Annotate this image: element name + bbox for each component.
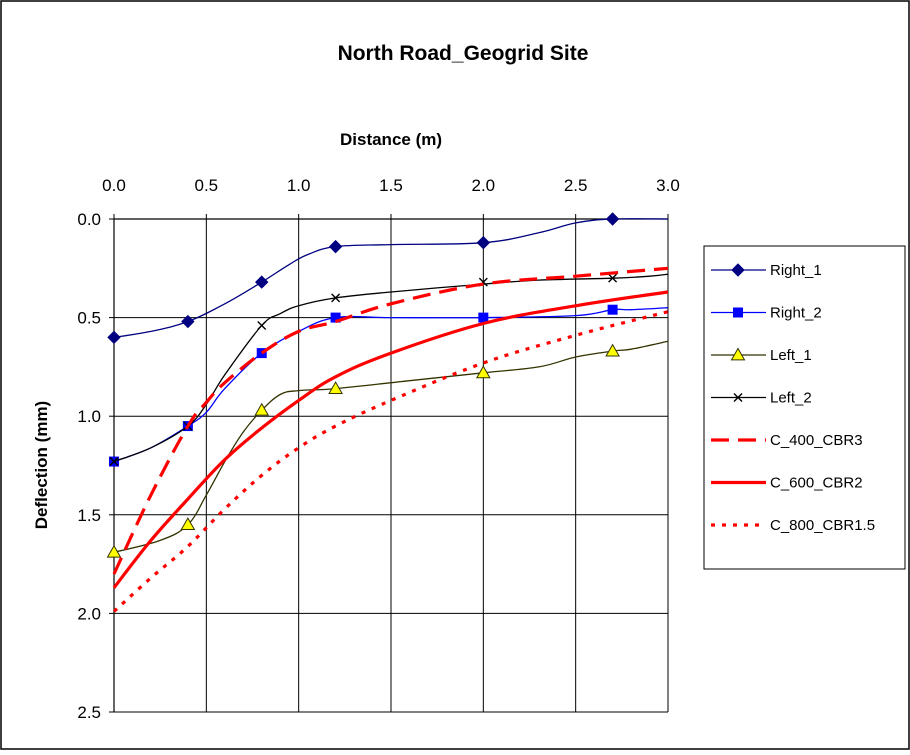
diamond-marker — [107, 330, 121, 345]
diamond-shape — [107, 330, 121, 345]
triangle-marker — [475, 365, 491, 379]
triangle-shape — [475, 365, 491, 379]
grid — [114, 219, 669, 713]
legend-entry: C_600_CBR2 — [711, 475, 863, 492]
triangle-shape — [328, 381, 343, 394]
y-tick-label: 1.0 — [77, 407, 101, 426]
chart-title: North Road_Geogrid Site — [338, 42, 589, 65]
diamond-shape — [731, 263, 745, 277]
square-marker — [256, 348, 267, 359]
diamond-marker — [605, 212, 620, 226]
series-c-400-cbr3 — [112, 266, 669, 575]
legend-box — [703, 245, 906, 570]
x-tick-label: 1.5 — [379, 176, 403, 195]
x-tick-label: 0.0 — [102, 176, 126, 195]
diamond-shape — [255, 275, 269, 289]
triangle-shape — [106, 544, 122, 558]
legend-label: Right_2 — [770, 305, 822, 322]
series-right-1 — [107, 212, 669, 345]
legend: Right_1 Right_2 Left_1 Left_2 C_400_CBR3 C_60… — [703, 245, 906, 570]
legend-label: C_800_CBR1.5 — [770, 517, 875, 534]
y-tick-label: 2.5 — [77, 703, 101, 722]
series-c-600-cbr2 — [112, 290, 669, 589]
triangle-marker — [730, 347, 746, 361]
triangle-marker — [328, 381, 343, 394]
diamond-shape — [605, 212, 620, 226]
series-line-left-1 — [113, 340, 669, 553]
legend-entry: Right_1 — [711, 262, 822, 279]
diamond-marker — [255, 275, 269, 289]
x-marker — [257, 320, 267, 330]
y-tick-label: 1.5 — [77, 506, 101, 525]
diamond-shape — [328, 239, 343, 254]
legend-entry: Right_2 — [711, 305, 822, 322]
triangle-marker — [180, 517, 196, 531]
series-left-1 — [106, 340, 669, 558]
x-tick-label: 2.5 — [564, 176, 588, 195]
legend-entry: Left_2 — [711, 390, 812, 407]
legend-entry: Left_1 — [711, 347, 812, 364]
diamond-marker — [731, 263, 745, 277]
y-tick-label: 0.5 — [77, 309, 101, 328]
series-line-left-2 — [113, 273, 669, 463]
square-marker — [733, 307, 743, 318]
triangle-marker — [106, 544, 122, 558]
square-shape — [607, 304, 618, 315]
triangle-shape — [730, 347, 746, 361]
legend-label: Left_1 — [770, 347, 812, 364]
legend-label: Right_1 — [770, 262, 822, 279]
diamond-shape — [181, 314, 195, 329]
legend-entry: C_400_CBR3 — [711, 432, 863, 449]
series-line-c-400-cbr3 — [112, 266, 669, 575]
y-tick-label: 0.0 — [77, 210, 101, 229]
x-tick-label: 3.0 — [656, 176, 680, 195]
square-shape — [733, 307, 743, 318]
square-marker — [330, 312, 341, 323]
triangle-shape — [605, 343, 620, 357]
x-tick-label: 0.5 — [195, 176, 219, 195]
series-line-c-800-cbr1-5 — [112, 310, 669, 613]
y-tick-label: 2.0 — [77, 604, 101, 623]
triangle-marker — [605, 343, 620, 357]
square-marker — [478, 312, 489, 323]
diamond-marker — [181, 314, 195, 329]
series-c-800-cbr1-5 — [112, 310, 669, 613]
x-stroke — [257, 320, 267, 330]
x-stroke — [608, 273, 618, 283]
x-marker — [608, 273, 618, 283]
square-shape — [330, 312, 341, 323]
axes: 0.0 0.5 1.0 1.5 2.0 2.5 3.0 0.0 0.5 1.0 1.5 2.0 2.5 — [77, 176, 679, 722]
x-marker — [331, 293, 341, 303]
x-stroke — [109, 457, 119, 467]
legend-label: C_600_CBR2 — [770, 475, 863, 492]
y-axis-label: Deflection (mm) — [32, 401, 51, 529]
square-shape — [256, 348, 267, 359]
legend-entry: C_800_CBR1.5 — [711, 517, 875, 534]
triangle-marker — [254, 402, 270, 416]
legend-label: C_400_CBR3 — [770, 432, 863, 449]
square-marker — [607, 304, 618, 315]
triangle-shape — [254, 402, 270, 416]
square-shape — [478, 312, 489, 323]
series-line-c-600-cbr2 — [112, 290, 669, 589]
x-tick-label: 2.0 — [472, 176, 496, 195]
triangle-shape — [180, 517, 196, 531]
x-stroke — [733, 393, 743, 402]
series-line-right-1 — [113, 218, 669, 338]
legend-label: Left_2 — [770, 390, 812, 407]
diamond-shape — [476, 235, 491, 250]
series-layer — [106, 212, 669, 613]
x-stroke — [331, 293, 341, 303]
x-tick-label: 1.0 — [287, 176, 311, 195]
diamond-marker — [476, 235, 491, 250]
x-axis-label: Distance (m) — [340, 130, 442, 149]
x-marker — [109, 457, 119, 467]
diamond-marker — [328, 239, 343, 254]
x-marker — [733, 393, 743, 402]
